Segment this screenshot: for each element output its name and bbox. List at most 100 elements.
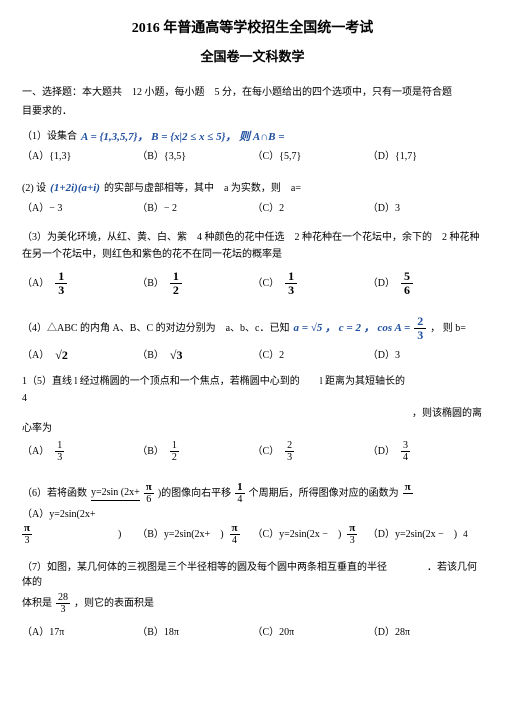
q2-opt-b: （B）− 2 bbox=[137, 201, 252, 216]
q6-blank bbox=[404, 494, 411, 505]
q6-c-text: （C）y=2sin(2x − ) bbox=[253, 527, 342, 542]
q6-d-den: 4 bbox=[463, 528, 468, 542]
q5-b-lab: （B） bbox=[137, 444, 164, 459]
q2-stem: (2) 设 (1+2i)(a+i) 的实部与虚部相等，其中 a 为实数，则 a= bbox=[22, 180, 483, 197]
q5-b-den: 2 bbox=[170, 452, 179, 463]
q6-mid: )的图像向右平移 bbox=[158, 486, 231, 501]
q6-pi-e: π bbox=[403, 481, 413, 494]
q6-a-pi: π bbox=[22, 522, 32, 535]
q7-opt-c: （C）20π bbox=[253, 625, 368, 640]
q5-a-num: 1 bbox=[55, 440, 64, 452]
q1-opt-b: （B）{3,5} bbox=[137, 149, 252, 164]
q6-d-text: （D）y=2sin(2x − ) bbox=[368, 527, 457, 542]
q2-options: （A）− 3 （B）− 2 （C）2 （D）3 bbox=[22, 201, 483, 216]
q6-fnum: 1 bbox=[235, 481, 245, 494]
q6-opt-d: （D）y=2sin(2x − ) 4 bbox=[368, 522, 483, 546]
q6-c-frac: π3 bbox=[347, 522, 357, 546]
q5-line3: 心率为 bbox=[22, 421, 483, 436]
q3-b-label: （B） bbox=[137, 276, 164, 291]
exam-title-1: 2016 年普通高等学校招生全国统一考试 bbox=[22, 18, 483, 39]
q1-opt-a: （A）{1,3} bbox=[22, 149, 137, 164]
q6-stem: （6）若将函数 y=2sin (2x+ π6 )的图像向右平移 14 个周期后，… bbox=[22, 481, 483, 505]
q4-opt-d: （D）3 bbox=[368, 346, 483, 364]
q2-suffix: 的实部与虚部相等，其中 a 为实数，则 a= bbox=[104, 181, 301, 196]
q7-line2a: 体积是 bbox=[22, 596, 52, 611]
q5-a-lab: （A） bbox=[22, 444, 49, 459]
q5-c-num: 2 bbox=[285, 440, 294, 452]
q2-opt-c: （C）2 bbox=[253, 201, 368, 216]
q6-fden: 4 bbox=[235, 494, 244, 505]
q3-b-frac: 12 bbox=[170, 270, 182, 297]
q5-d-num: 3 bbox=[401, 440, 410, 452]
q6-post: 个周期后，所得图像对应的函数为 bbox=[249, 486, 399, 501]
q6-b-text: （B）y=2sin(2x+ ) bbox=[137, 527, 223, 542]
q3-opt-b: （B） 12 bbox=[137, 270, 252, 297]
q4-frac: 23 bbox=[414, 315, 426, 342]
q7-vol-frac: 283 bbox=[56, 592, 70, 615]
q7-opt-a: （A）17π bbox=[22, 625, 137, 640]
q1-prefix: （1）设集合 bbox=[22, 129, 77, 144]
q6-a-frac: π3 bbox=[22, 522, 32, 546]
q5-c-den: 3 bbox=[285, 452, 294, 463]
q5-a-den: 3 bbox=[55, 452, 64, 463]
q5-opt-c: （C） 23 bbox=[253, 440, 368, 463]
q6-frac2: 14 bbox=[235, 481, 245, 505]
q7-vol-den: 3 bbox=[59, 604, 68, 615]
q5-options: （A） 13 （B） 12 （C） 23 （D） 34 bbox=[22, 440, 483, 463]
q4-opt-b: （B）√3 bbox=[137, 346, 252, 364]
q3-options: （A） 13 （B） 12 （C） 13 （D） 56 bbox=[22, 270, 483, 297]
q4-stem: （4）△ABC 的内角 A、B、C 的对边分别为 a、b、c．已知 a = √5… bbox=[22, 315, 483, 342]
q3-line1: （3）为美化环境，从红、黄、白、紫 4 种颜色的花中任选 2 种花种在一个花坛中… bbox=[22, 230, 483, 245]
q4-math1: a = √5 ， c = 2 ， cos A = bbox=[294, 320, 411, 337]
q6-func: y=2sin (2x+ bbox=[91, 485, 140, 501]
q6-a-den: 3 bbox=[23, 535, 32, 546]
q5-opt-b: （B） 12 bbox=[137, 440, 252, 463]
q4-opt-c: （C）2 bbox=[253, 346, 368, 364]
q4-options: （A）√2 （B）√3 （C）2 （D）3 bbox=[22, 346, 483, 364]
q3-c-label: （C） bbox=[253, 276, 280, 291]
section-head-line2: 目要求的． bbox=[22, 104, 483, 119]
q4-a-val: √2 bbox=[55, 346, 68, 364]
q7-line2: 体积是 283 ，则它的表面积是 bbox=[22, 592, 483, 615]
q7-vol-num: 28 bbox=[56, 592, 70, 604]
q5-line1a: 1（5）直线 l 经过椭圆的一个顶点和一个焦点，若椭圆中心到的 l 距离为其短轴… bbox=[22, 374, 483, 389]
q6-c-pi: π bbox=[347, 522, 357, 535]
q6-a-close: ) bbox=[38, 527, 121, 542]
q2-math: (1+2i)(a+i) bbox=[50, 180, 100, 197]
q4-pre: （4）△ABC 的内角 A、B、C 的对边分别为 a、b、c．已知 bbox=[22, 321, 290, 336]
q1-options: （A）{1,3} （B）{3,5} （C）{5,7} （D）{1,7} bbox=[22, 149, 483, 164]
q2-opt-d: （D）3 bbox=[368, 201, 483, 216]
q3-c-den: 3 bbox=[285, 284, 297, 297]
q6-frac1: π6 bbox=[144, 481, 154, 505]
q3-opt-d: （D） 56 bbox=[368, 270, 483, 297]
q5-opt-d: （D） 34 bbox=[368, 440, 483, 463]
q5-d-frac: 34 bbox=[401, 440, 410, 463]
q4-opt-a: （A）√2 bbox=[22, 346, 137, 364]
q5-line2: ，则该椭圆的离 bbox=[22, 406, 483, 421]
q2-prefix: (2) 设 bbox=[22, 181, 46, 196]
q3-b-num: 1 bbox=[170, 270, 182, 284]
exam-title-2: 全国卷一文科数学 bbox=[22, 47, 483, 67]
q6-opt-a-line1: （A）y=2sin(2x+ bbox=[22, 507, 483, 522]
q5-d-den: 4 bbox=[401, 452, 410, 463]
q3-a-label: （A） bbox=[22, 276, 49, 291]
q3-a-num: 1 bbox=[55, 270, 67, 284]
q3-a-den: 3 bbox=[55, 284, 67, 297]
q3-d-den: 6 bbox=[401, 284, 413, 297]
q3-c-frac: 13 bbox=[285, 270, 297, 297]
q3-d-frac: 56 bbox=[401, 270, 413, 297]
q3-d-label: （D） bbox=[368, 276, 395, 291]
q5-d-lab: （D） bbox=[368, 444, 395, 459]
q3-d-num: 5 bbox=[401, 270, 413, 284]
q4-f-num: 2 bbox=[414, 315, 426, 329]
q6-options: π3 ) （B）y=2sin(2x+ ) π4 （C）y=2sin(2x − )… bbox=[22, 522, 483, 546]
q5-c-lab: （C） bbox=[253, 444, 280, 459]
q6-b-pi: π bbox=[230, 522, 240, 535]
q6-c-den: 3 bbox=[348, 535, 357, 546]
q5-a-frac: 13 bbox=[55, 440, 64, 463]
q6-endpi: π bbox=[403, 481, 413, 505]
q6-pre: （6）若将函数 bbox=[22, 486, 87, 501]
section-head-line1: 一、选择题：本大题共 12 小题，每小题 5 分，在每小题给出的四个选项中，只有… bbox=[22, 85, 483, 100]
q4-b-lab: （B） bbox=[137, 348, 164, 363]
q6-b-frac: π4 bbox=[230, 522, 240, 546]
